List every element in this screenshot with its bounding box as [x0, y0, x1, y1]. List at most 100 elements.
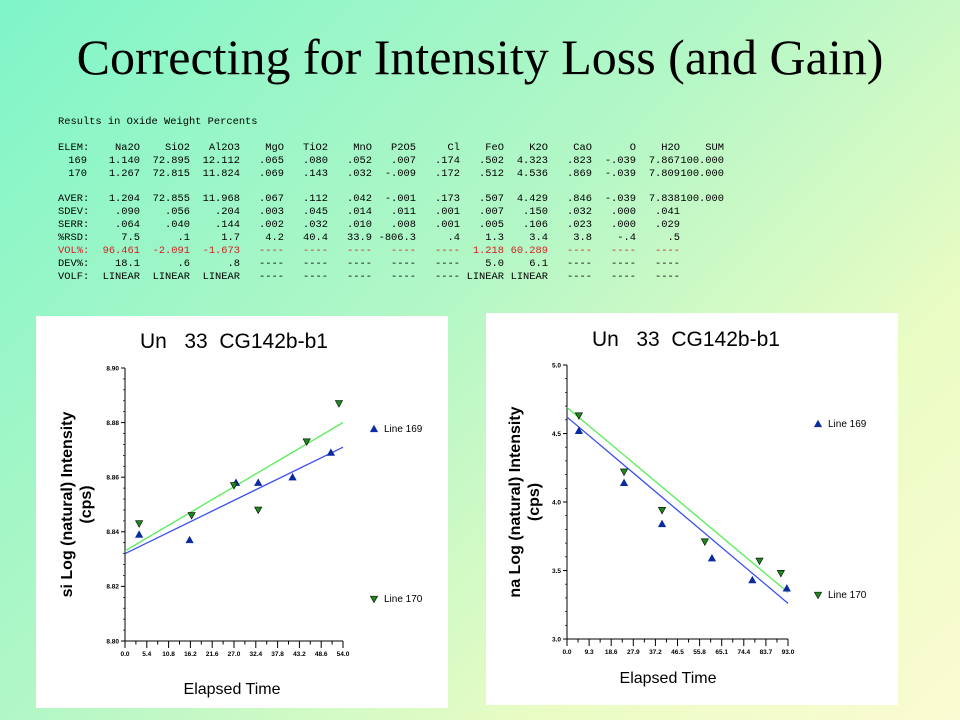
table-cell: 4.2 — [265, 232, 284, 245]
table-cell: .846 — [567, 193, 592, 206]
table-cell: .172 — [435, 167, 460, 180]
table-cell: 72.895 — [152, 154, 190, 167]
results-table: ELEM: Na2O SiO2 Al2O3 MgO TiO2 MnO P2O5 Cl FeO K2O… — [58, 142, 724, 284]
data-point-169 — [657, 519, 667, 528]
x-tick-label: 65.1 — [715, 649, 728, 656]
row-label: SERR: — [58, 219, 90, 232]
table-cell: .010 — [347, 219, 372, 232]
x-tick-label: 0.0 — [562, 649, 571, 656]
table-cell: 4.536 — [516, 167, 548, 180]
y-tick-label: 8.90 — [106, 365, 119, 372]
x-tick-label: 37.2 — [649, 649, 662, 656]
table-cell: .003 — [259, 206, 284, 219]
y-axis-label-line: (cps) — [78, 485, 95, 523]
slide-title: Correcting for Intensity Loss (and Gain) — [76, 29, 884, 85]
table-cell: -.039 — [604, 193, 636, 206]
table-cell: 11.968 — [202, 193, 240, 206]
table-cell: .029 — [655, 219, 680, 232]
x-tick-label: 5.4 — [142, 651, 151, 658]
table-cell: ---- — [611, 245, 636, 258]
x-tick-label: 27.9 — [627, 649, 640, 656]
table-cell: 1.3 — [485, 232, 504, 245]
results-heading: Results in Oxide Weight Percents — [58, 116, 258, 128]
table-cell: .507 — [479, 193, 504, 206]
results-block: Results in Oxide Weight Percents ELEM: Na… — [58, 116, 724, 284]
data-point-170 — [334, 400, 344, 408]
data-point-170 — [619, 468, 629, 477]
y-tick-label: 8.84 — [106, 529, 119, 536]
table-cell: 1.218 — [472, 245, 504, 258]
table-cell: .032 — [567, 206, 592, 219]
table-cell: 1.204 — [108, 193, 140, 206]
x-tick-label: 18.6 — [605, 649, 618, 656]
data-point-170 — [229, 482, 239, 490]
table-cell: .007 — [391, 154, 416, 167]
table-cell: FeO — [485, 141, 504, 154]
x-tick-label: 0.0 — [120, 651, 129, 658]
row-label: AVER: — [58, 193, 90, 206]
table-cell: Na2O — [115, 141, 140, 154]
table-cell: 5.0 — [485, 257, 504, 270]
table-cell: .002 — [259, 219, 284, 232]
table-cell: 7.838 — [648, 193, 680, 206]
table-cell: .056 — [165, 206, 190, 219]
table-cell: .1 — [177, 232, 190, 245]
table-cell: .065 — [259, 154, 284, 167]
y-tick-label: 8.82 — [106, 584, 119, 591]
table-cell: K2O — [529, 141, 548, 154]
table-cell: H2O — [661, 141, 680, 154]
table-cell: 100.000 — [680, 193, 724, 206]
table-cell: ---- — [259, 257, 284, 270]
results-row: DEV%: 18.1 .6 .8 ---- ---- ---- ---- ---- 5.0 6.1 -… — [58, 258, 724, 271]
table-cell: ---- — [435, 257, 460, 270]
table-cell: -.4 — [617, 232, 636, 245]
y-tick-label: 3.0 — [552, 636, 561, 643]
table-cell: SiO2 — [165, 141, 190, 154]
y-axis-label: na Log (natural) Intensity (cps) — [507, 406, 543, 597]
x-tick-label: 93.0 — [782, 649, 795, 656]
data-point-170 — [254, 506, 263, 515]
table-cell: ---- — [347, 257, 372, 270]
table-cell: .008 — [391, 219, 416, 232]
table-cell: .144 — [215, 219, 240, 232]
fit-line-169 — [124, 446, 344, 555]
results-row: 169 1.140 72.895 12.112 .065 .080 .052 .007 .174… — [58, 155, 724, 168]
table-cell: .106 — [523, 219, 548, 232]
table-cell: ---- — [567, 270, 592, 283]
na-intensity-chart-panel: Un 33 CG142b-b1 0.0 9.3 18.6 27.9 37.2 46.5 55.… — [486, 313, 898, 705]
results-row: VOLF: LINEAR LINEAR LINEAR ---- ---- ---- ---- -… — [58, 271, 724, 284]
fit-line-170 — [566, 406, 789, 593]
y-axis-label-line: si Log (natural) Intensity — [59, 412, 76, 598]
table-cell: 33.9 — [347, 232, 372, 245]
table-cell: .112 — [303, 193, 328, 206]
legend-marker — [369, 424, 379, 433]
results-row: SERR: .064 .040 .144 .002 .032 .010 .008 .001 .00… — [58, 219, 724, 232]
data-point-170 — [776, 570, 785, 578]
row-label: ELEM: — [58, 141, 90, 154]
data-point-169 — [135, 530, 144, 538]
table-cell: .090 — [115, 206, 140, 219]
data-point-170 — [755, 557, 764, 566]
x-tick-label: 27.0 — [228, 651, 241, 658]
y-tick-label: 8.80 — [106, 638, 119, 645]
data-point-169 — [288, 472, 297, 481]
table-cell: ---- — [259, 270, 284, 283]
x-tick-label: 32.4 — [249, 651, 262, 658]
table-cell: .143 — [303, 167, 328, 180]
si-intensity-chart: Un 33 CG142b-b1 0.0 5.4 10.8 16.2 21.6 27.0 32.… — [59, 330, 423, 698]
y-tick-label: 4.5 — [552, 431, 561, 438]
table-cell: LINEAR — [466, 270, 504, 283]
table-cell: .032 — [347, 167, 372, 180]
data-point-169 — [707, 553, 717, 562]
table-cell: ---- — [611, 257, 636, 270]
table-cell: .6 — [177, 257, 190, 270]
table-cell: 1.140 — [108, 154, 140, 167]
table-cell: .823 — [567, 154, 592, 167]
chart-title: Un 33 CG142b-b1 — [140, 330, 328, 353]
results-row: SDEV: .090 .056 .204 .003 .045 .014 .011 .001 .00… — [58, 206, 724, 219]
legend-label: Line 169 — [384, 424, 423, 435]
table-cell: 3.8 — [573, 232, 592, 245]
row-label: DEV%: — [58, 257, 90, 270]
y-axis-label-line: (cps) — [526, 483, 543, 521]
results-row: %RSD: 7.5 .1 1.7 4.2 40.4 33.9 -806.3 .4 1.3 3.4 3.… — [58, 232, 724, 245]
